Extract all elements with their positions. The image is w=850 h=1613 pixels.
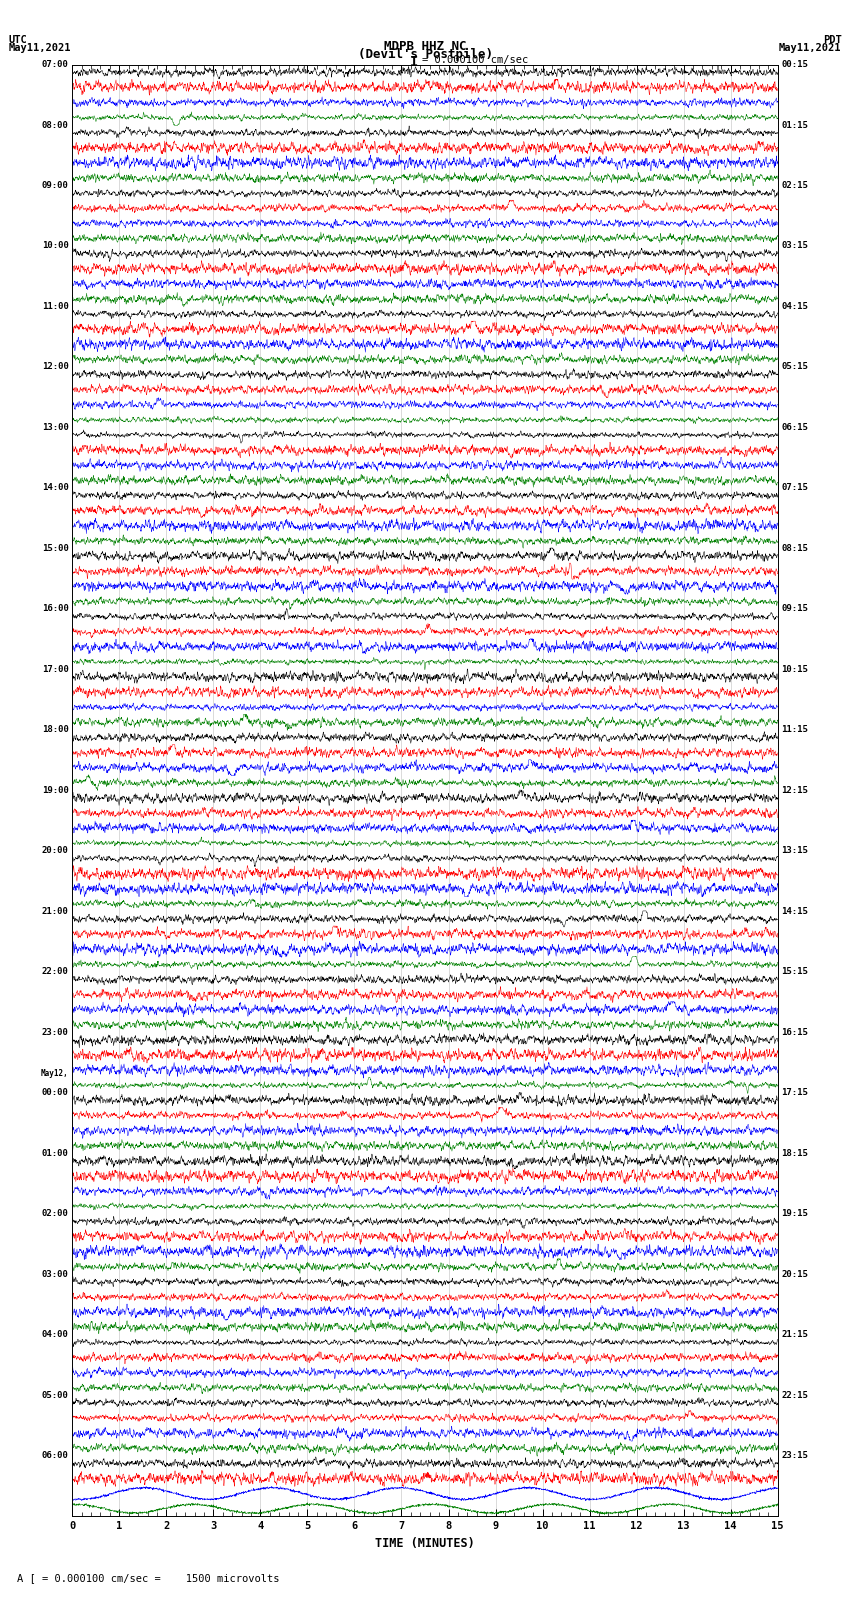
Text: 06:00: 06:00 xyxy=(42,1452,69,1460)
Text: 16:00: 16:00 xyxy=(42,605,69,613)
Text: 03:15: 03:15 xyxy=(781,242,808,250)
Text: 21:15: 21:15 xyxy=(781,1331,808,1339)
Text: 22:00: 22:00 xyxy=(42,968,69,976)
Text: 23:00: 23:00 xyxy=(42,1027,69,1037)
Text: 08:00: 08:00 xyxy=(42,121,69,129)
Text: 02:00: 02:00 xyxy=(42,1210,69,1218)
Text: May11,2021: May11,2021 xyxy=(8,44,71,53)
Text: (Devil's Postpile): (Devil's Postpile) xyxy=(358,47,492,61)
Text: 13:15: 13:15 xyxy=(781,847,808,855)
Text: 01:15: 01:15 xyxy=(781,121,808,129)
Text: MDPB HHZ NC: MDPB HHZ NC xyxy=(383,39,467,53)
Text: 17:15: 17:15 xyxy=(781,1089,808,1097)
Text: 20:00: 20:00 xyxy=(42,847,69,855)
Text: 21:00: 21:00 xyxy=(42,907,69,916)
Text: May11,2021: May11,2021 xyxy=(779,44,842,53)
Text: 18:15: 18:15 xyxy=(781,1148,808,1158)
Text: 13:00: 13:00 xyxy=(42,423,69,432)
Text: 08:15: 08:15 xyxy=(781,544,808,553)
Text: 05:15: 05:15 xyxy=(781,363,808,371)
Text: 00:00: 00:00 xyxy=(42,1089,69,1097)
Text: 14:00: 14:00 xyxy=(42,484,69,492)
Text: 06:15: 06:15 xyxy=(781,423,808,432)
Text: 16:15: 16:15 xyxy=(781,1027,808,1037)
X-axis label: TIME (MINUTES): TIME (MINUTES) xyxy=(375,1537,475,1550)
Text: 05:00: 05:00 xyxy=(42,1390,69,1400)
Text: May12,: May12, xyxy=(41,1069,69,1077)
Text: 04:15: 04:15 xyxy=(781,302,808,311)
Text: UTC: UTC xyxy=(8,35,27,45)
Text: 11:00: 11:00 xyxy=(42,302,69,311)
Text: 01:00: 01:00 xyxy=(42,1148,69,1158)
Text: 23:15: 23:15 xyxy=(781,1452,808,1460)
Text: = 0.000100 cm/sec: = 0.000100 cm/sec xyxy=(422,55,529,65)
Text: 09:15: 09:15 xyxy=(781,605,808,613)
Text: 04:00: 04:00 xyxy=(42,1331,69,1339)
Text: 07:00: 07:00 xyxy=(42,60,69,69)
Text: A [ = 0.000100 cm/sec =    1500 microvolts: A [ = 0.000100 cm/sec = 1500 microvolts xyxy=(17,1573,280,1582)
Text: 10:15: 10:15 xyxy=(781,665,808,674)
Text: 09:00: 09:00 xyxy=(42,181,69,190)
Text: 18:00: 18:00 xyxy=(42,726,69,734)
Text: 17:00: 17:00 xyxy=(42,665,69,674)
Text: PDT: PDT xyxy=(823,35,842,45)
Text: 10:00: 10:00 xyxy=(42,242,69,250)
Text: 14:15: 14:15 xyxy=(781,907,808,916)
Text: 15:15: 15:15 xyxy=(781,968,808,976)
Text: I: I xyxy=(410,55,418,69)
Text: 22:15: 22:15 xyxy=(781,1390,808,1400)
Text: 15:00: 15:00 xyxy=(42,544,69,553)
Text: 03:00: 03:00 xyxy=(42,1269,69,1279)
Text: 02:15: 02:15 xyxy=(781,181,808,190)
Text: 19:15: 19:15 xyxy=(781,1210,808,1218)
Text: 12:15: 12:15 xyxy=(781,786,808,795)
Text: 20:15: 20:15 xyxy=(781,1269,808,1279)
Text: 12:00: 12:00 xyxy=(42,363,69,371)
Text: 00:15: 00:15 xyxy=(781,60,808,69)
Text: 07:15: 07:15 xyxy=(781,484,808,492)
Text: 11:15: 11:15 xyxy=(781,726,808,734)
Text: 19:00: 19:00 xyxy=(42,786,69,795)
